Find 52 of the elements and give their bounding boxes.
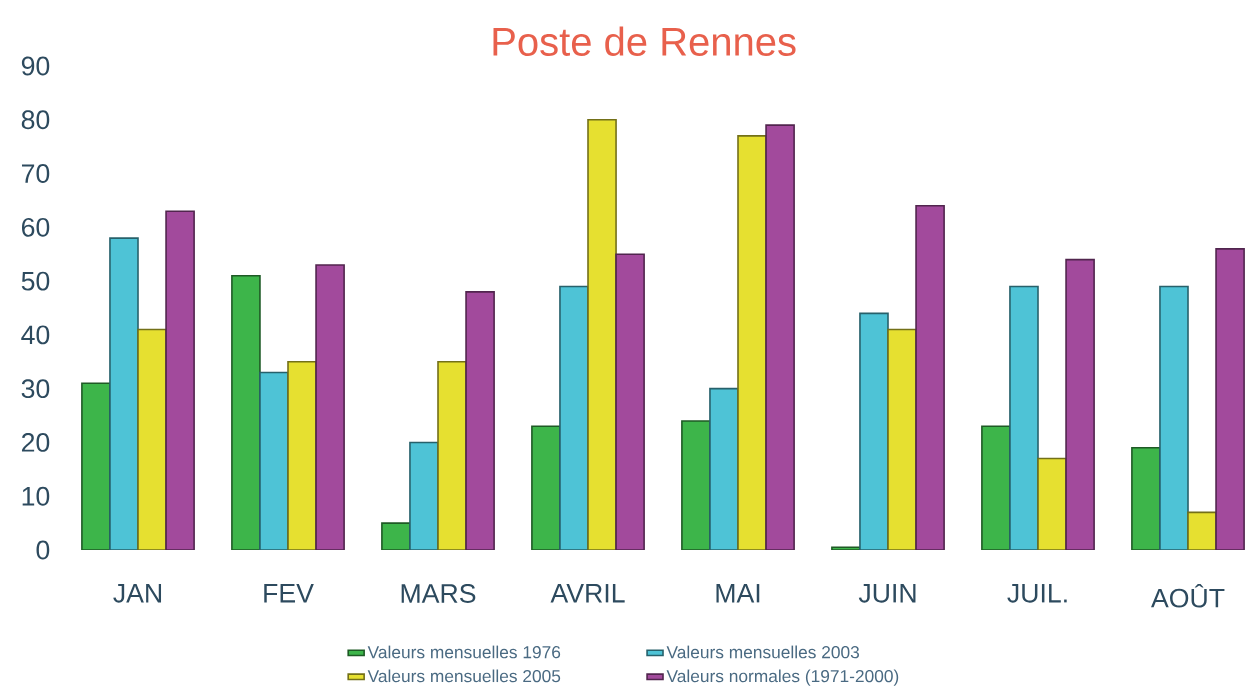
- bar: [737, 135, 767, 550]
- bar: [1215, 248, 1245, 550]
- bar: [587, 118, 617, 550]
- bar: [409, 441, 439, 550]
- bar: [1037, 457, 1067, 550]
- bar: [709, 387, 739, 550]
- bar: [915, 205, 945, 550]
- y-tick-label: 30: [21, 379, 50, 399]
- x-tick-label: MARS: [401, 584, 476, 603]
- x-tick-label: JUIL.: [1007, 584, 1067, 603]
- bar: [765, 124, 795, 550]
- x-tick-label: JAN: [113, 584, 162, 603]
- bar: [559, 285, 589, 550]
- chart-title: Poste de Rennes: [493, 26, 796, 56]
- legend-label: Valeurs mensuelles 1976: [367, 645, 561, 659]
- bar: [681, 420, 711, 550]
- bar: [231, 274, 261, 550]
- bar: [465, 291, 495, 550]
- y-tick-label: 0: [36, 540, 50, 560]
- bar: [165, 210, 195, 550]
- bar: [287, 360, 317, 550]
- bar: [315, 264, 345, 550]
- bar: [1131, 447, 1161, 550]
- y-tick-label: 40: [21, 325, 50, 345]
- bar: [259, 371, 289, 550]
- x-tick-label: JUIN: [858, 584, 916, 603]
- x-tick-label: AVRIL: [550, 584, 625, 603]
- y-tick-label: 10: [22, 486, 50, 506]
- x-tick-label: MAI: [716, 584, 760, 603]
- y-tick-label: 80: [21, 110, 50, 130]
- y-tick-label: 20: [21, 433, 50, 452]
- bar: [1065, 258, 1095, 550]
- legend-label: Valeurs normales (1971-2000): [666, 669, 899, 686]
- bar: [887, 328, 917, 550]
- y-tick-label: 50: [21, 271, 50, 291]
- bar: [109, 237, 139, 550]
- bar: [981, 425, 1011, 550]
- bar: [1009, 285, 1039, 550]
- legend-label: Valeurs mensuelles 2005: [367, 669, 561, 683]
- bar: [437, 360, 467, 550]
- y-tick-label: 90: [21, 56, 50, 76]
- bar: [531, 425, 561, 550]
- bar: [137, 328, 167, 550]
- bar: [859, 312, 889, 550]
- bar: [81, 382, 111, 550]
- y-tick-label: 70: [21, 164, 50, 183]
- bar: [615, 253, 645, 550]
- y-tick-label: 60: [21, 217, 50, 237]
- x-tick-label: AOÛT: [1151, 584, 1225, 608]
- legend-label: Valeurs mensuelles 2003: [666, 645, 860, 659]
- bar: [1159, 285, 1189, 550]
- x-tick-label: FEV: [264, 584, 314, 603]
